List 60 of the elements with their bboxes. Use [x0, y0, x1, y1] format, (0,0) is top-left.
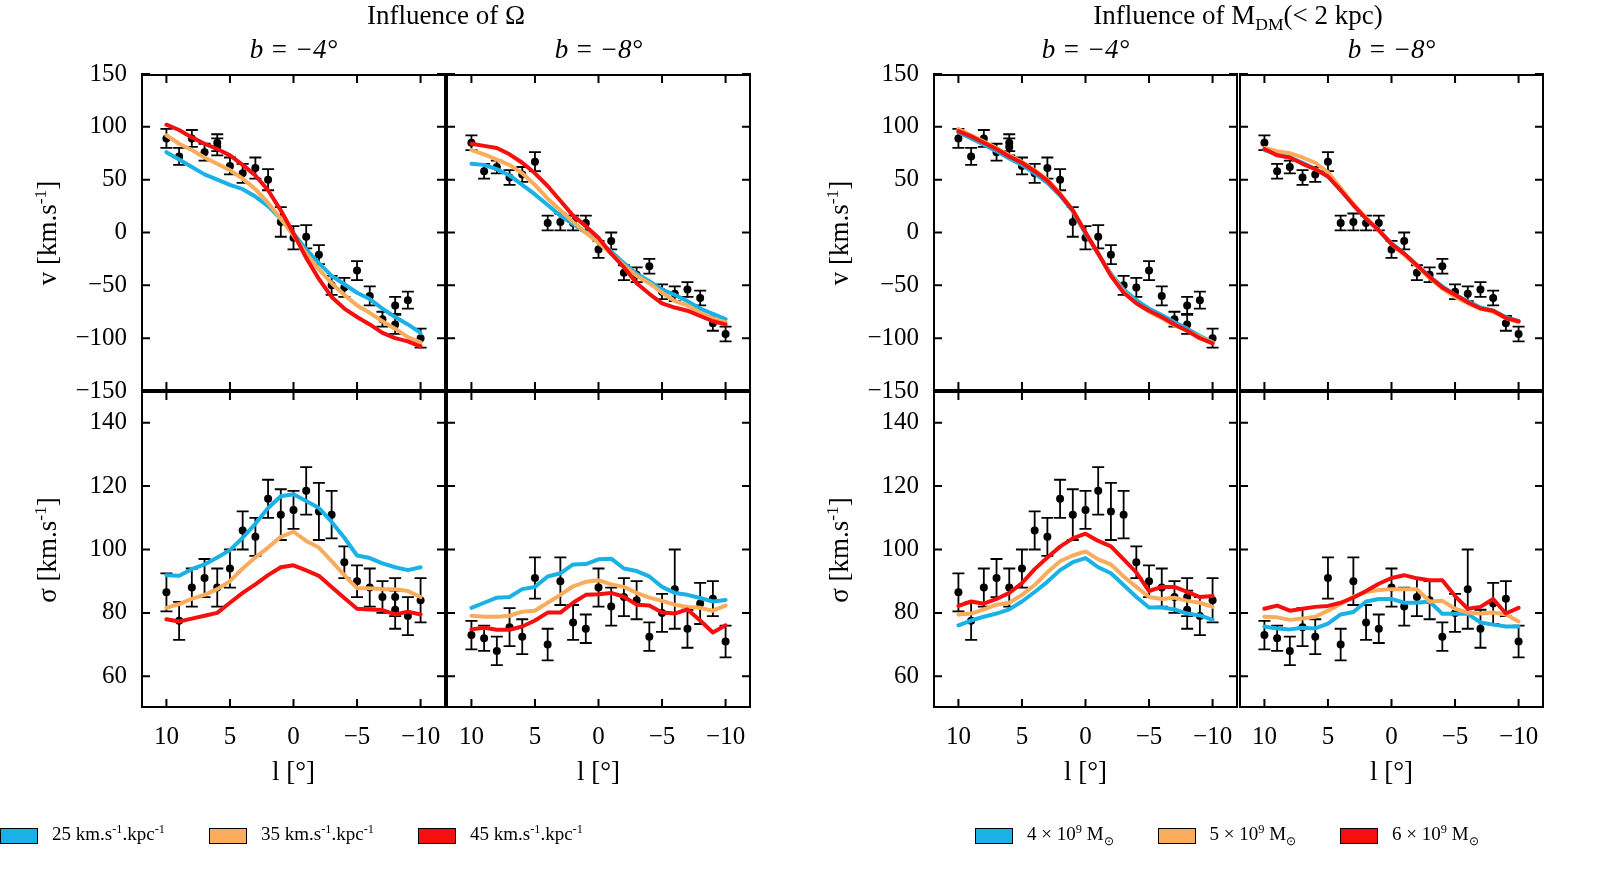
x-tick-label: 0	[1385, 721, 1398, 749]
y-tick-label: 140	[89, 407, 127, 435]
y-tick-label: 50	[102, 164, 127, 192]
y-tick-label: 140	[881, 407, 919, 435]
y-tick-label: 100	[89, 111, 127, 139]
x-tick-label: −5	[1135, 721, 1163, 749]
x-tick-label: 0	[287, 721, 300, 749]
y-tick-label: −150	[867, 375, 919, 403]
y-tick-label: 120	[881, 470, 919, 498]
x-tick-label: −10	[1193, 721, 1233, 749]
x-tick-label: 10	[153, 721, 179, 749]
x-tick-label: −10	[401, 721, 441, 749]
y-tick-label: 50	[894, 164, 919, 192]
x-tick-label: 5	[528, 721, 542, 749]
y-tick-label: 100	[881, 534, 919, 562]
y-tick-label: −50	[879, 269, 919, 297]
y-tick-label: 150	[881, 58, 919, 86]
chart-subtitle: b = −8°	[554, 34, 643, 65]
legend-label: 6 × 10$^{9}$ M$_{⊙}$	[1391, 822, 1479, 850]
legend-label: 35 km.s$^{-1}$.kpc$^{-1}$	[259, 822, 374, 846]
x-tick-label: 0	[592, 721, 605, 749]
y-tick-label: 150	[89, 58, 127, 86]
x-tick-label: −5	[648, 721, 676, 749]
y-tick-label: 80	[102, 597, 127, 625]
x-axis-title: l [°]	[1369, 756, 1414, 787]
x-tick-label: −5	[343, 721, 371, 749]
x-tick-label: 10	[1251, 721, 1277, 749]
chart-title: Influence of M$_{DM}$(< 2 kpc)	[1093, 0, 1383, 36]
x-tick-label: 10	[458, 721, 484, 749]
y-tick-label: −100	[75, 322, 127, 350]
chart-subtitle: b = −4°	[1041, 34, 1130, 65]
x-tick-label: 0	[1079, 721, 1092, 749]
x-axis-title: l [°]	[576, 756, 621, 787]
x-tick-label: −5	[1441, 721, 1469, 749]
chart-subtitle: b = −8°	[1347, 34, 1436, 65]
chart-title: Influence of Ω	[367, 0, 525, 31]
y-tick-label: 100	[881, 111, 919, 139]
y-tick-label: 60	[894, 660, 919, 688]
chart-subtitle: b = −4°	[249, 34, 338, 65]
y-tick-label: 60	[102, 660, 127, 688]
y-tick-label: −150	[75, 375, 127, 403]
y-tick-label: 100	[89, 534, 127, 562]
y-tick-label: −50	[87, 269, 127, 297]
x-tick-label: 5	[223, 721, 237, 749]
y-tick-label: 120	[89, 470, 127, 498]
x-tick-label: −10	[1499, 721, 1539, 749]
y-tick-label: 0	[906, 217, 919, 245]
x-axis-title: l [°]	[1063, 756, 1108, 787]
legend-label: 4 × 10$^{9}$ M$_{⊙}$	[1026, 822, 1114, 850]
legend-label: 5 × 10$^{9}$ M$_{⊙}$	[1208, 822, 1297, 850]
x-axis-title: l [°]	[271, 756, 316, 787]
x-tick-label: 10	[945, 721, 971, 749]
y-tick-label: 0	[114, 217, 127, 245]
x-tick-label: 5	[1015, 721, 1029, 749]
x-tick-label: 5	[1321, 721, 1335, 749]
legend-label: 25 km.s$^{-1}$.kpc$^{-1}$	[51, 822, 165, 846]
x-tick-label: −10	[706, 721, 746, 749]
y-tick-label: −100	[867, 322, 919, 350]
legend-label: 45 km.s$^{-1}$.kpc$^{-1}$	[468, 822, 583, 846]
y-tick-label: 80	[894, 597, 919, 625]
